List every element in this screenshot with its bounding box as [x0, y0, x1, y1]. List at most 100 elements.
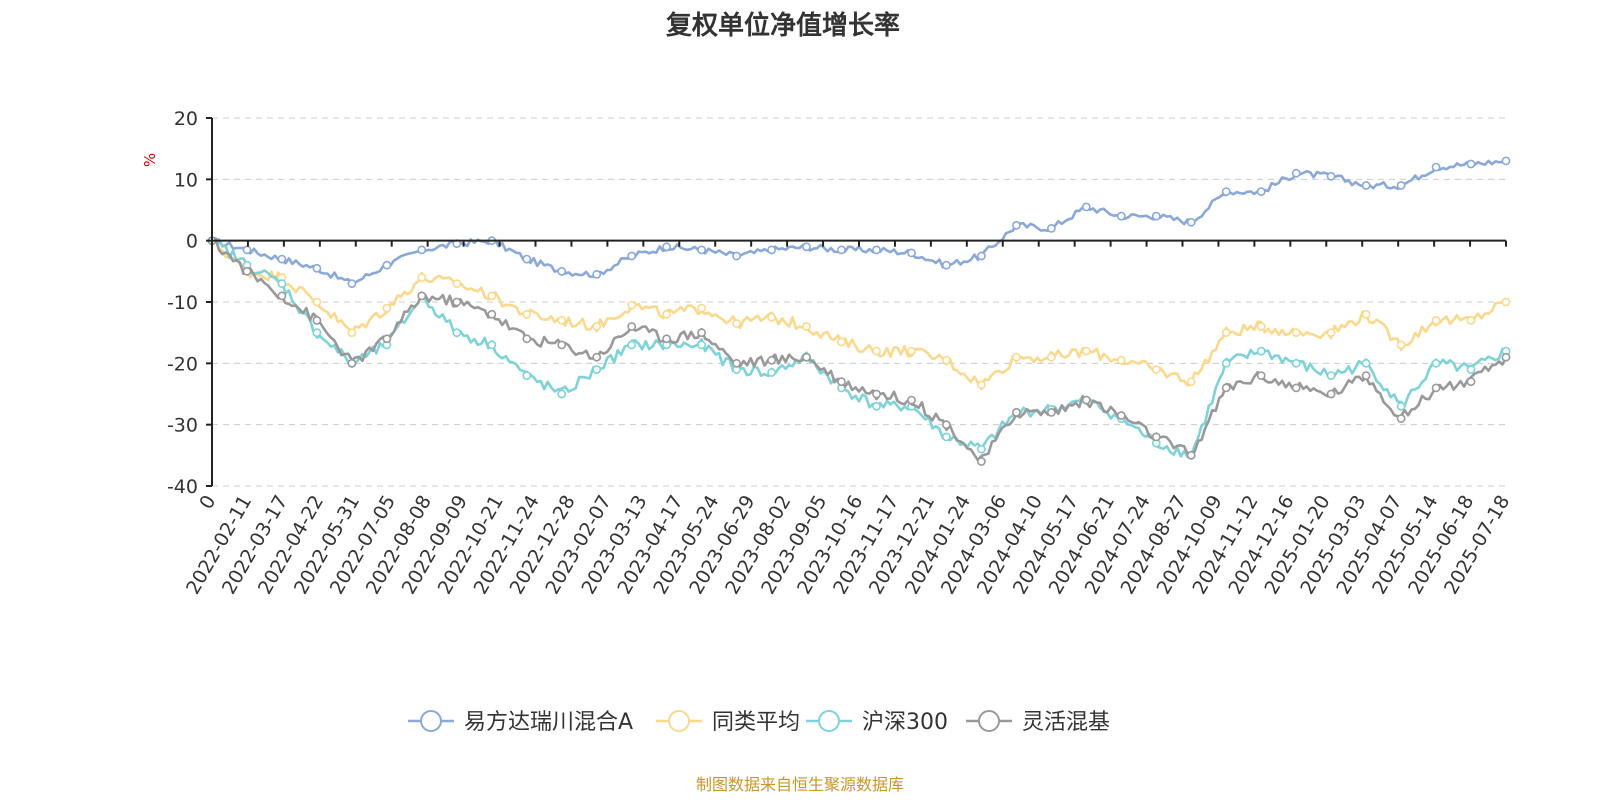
data-point — [872, 389, 881, 399]
data-point — [837, 245, 846, 255]
data-point — [1466, 315, 1476, 325]
legend-label: 灵活混基 — [1022, 710, 1110, 735]
data-point — [1256, 371, 1266, 380]
legend-marker-icon — [420, 710, 442, 732]
data-point — [1081, 395, 1091, 405]
data-point — [1256, 346, 1266, 356]
data-point — [522, 371, 532, 380]
data-point — [382, 260, 392, 270]
data-point — [697, 340, 706, 350]
series-line — [210, 236, 1508, 459]
data-point — [837, 337, 846, 347]
data-point — [697, 303, 706, 313]
data-point — [592, 365, 602, 374]
data-point — [1116, 355, 1126, 365]
data-point — [1151, 365, 1161, 374]
data-point — [1396, 414, 1406, 423]
data-point — [312, 328, 322, 338]
data-point — [417, 273, 427, 282]
data-point — [1186, 377, 1196, 387]
data-point — [1501, 156, 1511, 166]
legend-label: 同类平均 — [712, 710, 800, 735]
data-point — [452, 328, 462, 338]
data-point — [1221, 328, 1231, 338]
data-point — [907, 346, 916, 356]
data-point — [662, 309, 671, 319]
data-point — [487, 340, 497, 350]
data-point — [487, 291, 497, 301]
data-point — [1116, 411, 1126, 420]
data-source-note: 制图数据来自恒生聚源数据库 — [696, 775, 904, 794]
data-point — [1326, 328, 1336, 338]
series-line — [210, 237, 1508, 391]
x-tick-label: 0 — [195, 492, 220, 513]
data-point — [277, 291, 287, 301]
data-point — [1501, 352, 1511, 362]
data-point — [592, 322, 602, 331]
data-point — [1221, 187, 1231, 196]
data-point — [1012, 220, 1021, 230]
data-point — [907, 395, 916, 405]
data-point — [1326, 171, 1336, 181]
y-tick-label: -40 — [167, 476, 198, 498]
data-point — [242, 266, 252, 276]
data-point — [1396, 401, 1406, 411]
legend-marker-icon — [978, 710, 1000, 732]
data-point — [697, 328, 706, 338]
chart-title: 复权单位净值增长率 — [666, 10, 900, 41]
data-point — [417, 245, 427, 255]
data-point — [452, 297, 462, 307]
data-point — [1221, 358, 1231, 368]
data-point — [802, 352, 811, 362]
legend-marker-icon — [818, 710, 840, 732]
data-point — [627, 322, 637, 331]
data-point — [312, 297, 322, 307]
data-point — [1361, 358, 1371, 368]
legend-marker-icon — [668, 710, 690, 732]
data-point — [1256, 187, 1266, 196]
data-point — [1396, 340, 1406, 350]
data-point — [1361, 371, 1371, 380]
data-point — [872, 245, 881, 255]
data-point — [277, 279, 287, 288]
data-point — [627, 251, 637, 261]
data-point — [1012, 352, 1021, 362]
data-point — [662, 242, 671, 252]
data-point — [347, 358, 357, 368]
data-point — [767, 355, 776, 365]
legend-item: 易方达瑞川混合A — [408, 710, 633, 735]
data-point — [1501, 297, 1511, 307]
data-point — [522, 254, 532, 264]
data-point — [1047, 407, 1056, 417]
legend-item: 灵活混基 — [966, 710, 1110, 735]
legend-item: 沪深300 — [806, 710, 948, 735]
data-point — [312, 263, 322, 273]
series-line — [210, 237, 1508, 462]
data-point — [732, 358, 741, 368]
y-axis-unit: % — [141, 153, 159, 167]
y-tick-label: -20 — [167, 353, 198, 375]
data-point — [1361, 181, 1371, 190]
data-point — [1466, 159, 1476, 169]
data-point — [557, 389, 567, 399]
series-3 — [207, 236, 1511, 460]
series-1 — [207, 156, 1511, 288]
data-point — [872, 346, 881, 356]
data-point — [942, 432, 951, 442]
y-tick-label: 10 — [174, 169, 198, 191]
data-point — [1151, 432, 1161, 442]
data-point — [942, 355, 951, 365]
data-point — [1047, 223, 1056, 233]
data-point — [557, 340, 567, 350]
data-point — [1151, 211, 1161, 221]
data-point — [802, 242, 811, 252]
data-point — [1081, 346, 1091, 356]
y-tick-label: 0 — [186, 231, 198, 253]
data-point — [1291, 358, 1301, 368]
data-point — [627, 300, 637, 310]
data-point — [557, 266, 567, 276]
legend-label: 沪深300 — [862, 710, 948, 735]
data-point — [1466, 377, 1476, 387]
plot-area — [207, 156, 1511, 466]
